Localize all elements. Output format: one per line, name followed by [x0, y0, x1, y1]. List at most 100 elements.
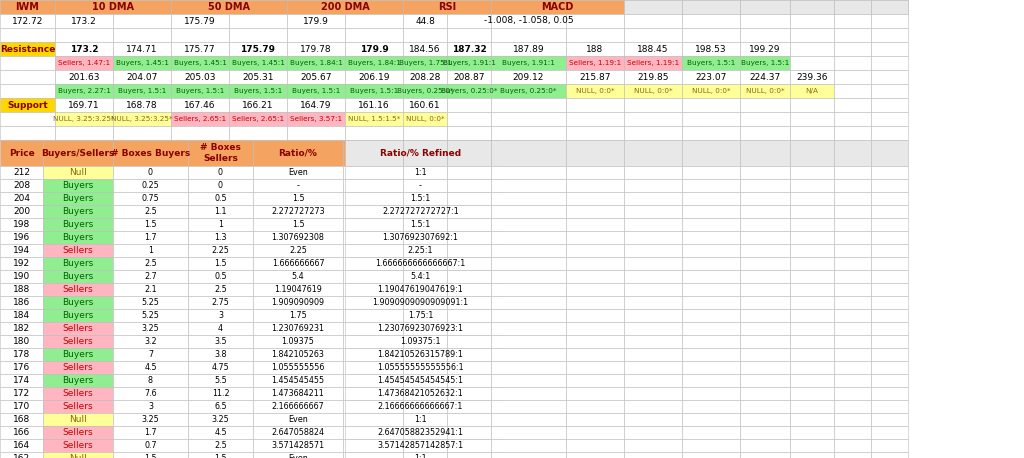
Bar	[871, 374, 908, 387]
Bar	[566, 14, 624, 28]
Bar	[113, 126, 171, 140]
Bar	[0, 218, 43, 231]
Bar	[624, 126, 682, 140]
Bar	[624, 387, 682, 400]
Bar	[113, 192, 188, 205]
Bar	[490, 387, 566, 400]
Bar	[229, 28, 287, 42]
Bar	[624, 166, 682, 179]
Text: Buyers: Buyers	[62, 350, 93, 359]
Text: 168: 168	[13, 415, 30, 424]
Bar	[740, 244, 790, 257]
Bar	[113, 14, 171, 28]
Bar	[790, 179, 834, 192]
Bar	[566, 70, 624, 84]
Bar	[343, 452, 498, 458]
Bar	[834, 348, 871, 361]
Bar	[345, 296, 403, 309]
Text: 1: 1	[218, 220, 223, 229]
Bar	[624, 426, 682, 439]
Bar	[490, 335, 566, 348]
Bar	[834, 42, 871, 56]
Text: Buyers: Buyers	[62, 181, 93, 190]
Bar	[403, 400, 447, 413]
Text: NULL, 1.5:1.5*: NULL, 1.5:1.5*	[348, 116, 400, 122]
Bar	[253, 283, 343, 296]
Bar	[113, 140, 188, 166]
Text: 182: 182	[13, 324, 30, 333]
Bar	[0, 126, 55, 140]
Text: Buyers: Buyers	[62, 259, 93, 268]
Bar	[0, 322, 43, 335]
Bar	[55, 0, 171, 14]
Text: Buyers, 1.45:1: Buyers, 1.45:1	[231, 60, 285, 66]
Bar	[0, 439, 43, 452]
Text: Support: Support	[7, 100, 48, 109]
Text: 1.5: 1.5	[144, 454, 157, 458]
Bar	[682, 452, 740, 458]
Bar	[490, 56, 566, 70]
Bar	[624, 231, 682, 244]
Bar	[790, 14, 834, 28]
Text: 44.8: 44.8	[415, 16, 435, 26]
Bar	[682, 387, 740, 400]
Bar	[624, 0, 682, 14]
Bar	[490, 112, 566, 126]
Bar	[871, 166, 908, 179]
Bar	[682, 42, 740, 56]
Bar	[345, 179, 403, 192]
Bar	[113, 56, 171, 70]
Text: Buyers: Buyers	[62, 233, 93, 242]
Bar	[834, 140, 871, 166]
Bar	[682, 426, 740, 439]
Text: 1.75: 1.75	[289, 311, 307, 320]
Text: Buyers, 0.25:0*: Buyers, 0.25:0*	[396, 88, 454, 94]
Bar	[403, 439, 447, 452]
Bar	[790, 166, 834, 179]
Bar	[871, 126, 908, 140]
Bar	[43, 439, 113, 452]
Bar	[345, 335, 403, 348]
Bar	[790, 413, 834, 426]
Bar	[403, 112, 447, 126]
Bar	[682, 361, 740, 374]
Bar	[43, 231, 113, 244]
Bar	[253, 140, 343, 166]
Text: 205.31: 205.31	[243, 72, 273, 82]
Bar	[55, 98, 113, 112]
Bar	[834, 322, 871, 335]
Bar	[740, 166, 790, 179]
Bar	[188, 413, 253, 426]
Text: 2.166666667: 2.166666667	[271, 402, 325, 411]
Bar	[740, 28, 790, 42]
Bar	[834, 270, 871, 283]
Bar	[403, 166, 447, 179]
Bar	[740, 218, 790, 231]
Bar	[790, 374, 834, 387]
Bar	[403, 283, 447, 296]
Bar	[682, 348, 740, 361]
Bar	[871, 270, 908, 283]
Bar	[871, 28, 908, 42]
Text: 1.5: 1.5	[144, 220, 157, 229]
Bar	[447, 70, 490, 84]
Bar	[740, 0, 790, 14]
Bar	[171, 28, 229, 42]
Bar	[447, 126, 490, 140]
Bar	[624, 205, 682, 218]
Text: 3: 3	[218, 311, 223, 320]
Bar	[43, 400, 113, 413]
Text: 168.78: 168.78	[126, 100, 158, 109]
Text: 180: 180	[13, 337, 30, 346]
Bar	[55, 0, 113, 14]
Text: 198: 198	[13, 220, 30, 229]
Bar	[113, 309, 188, 322]
Bar	[871, 205, 908, 218]
Bar	[0, 296, 43, 309]
Bar	[566, 374, 624, 387]
Bar	[490, 28, 566, 42]
Text: 3.571428571: 3.571428571	[271, 441, 325, 450]
Text: 2.16666666666667:1: 2.16666666666667:1	[378, 402, 463, 411]
Bar	[253, 244, 343, 257]
Text: 1.19047619047619:1: 1.19047619047619:1	[378, 285, 464, 294]
